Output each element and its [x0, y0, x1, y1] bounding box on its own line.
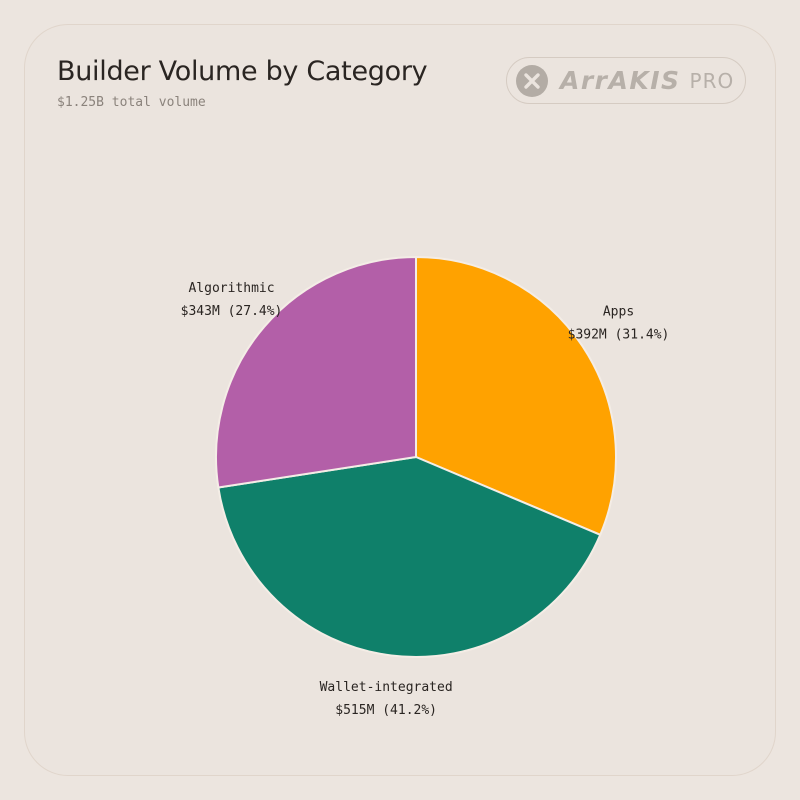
logo-pro-badge: PRO	[689, 68, 735, 93]
slice-value-label: $343M (27.4%)	[181, 304, 283, 319]
arrakis-pro-logo: ArrAKIS PRO	[506, 57, 746, 104]
chart-title: Builder Volume by Category	[57, 56, 428, 87]
x-circle-icon	[516, 64, 548, 97]
logo-wordmark: ArrAKIS	[560, 66, 681, 95]
slice-category-label: Apps	[603, 305, 634, 320]
slice-category-label: Algorithmic	[188, 281, 274, 296]
pie-slice-apps	[415, 255, 617, 537]
slice-value-label: $392M (31.4%)	[568, 328, 670, 343]
pie-slice-wallet-integrated	[217, 455, 602, 658]
slice-category-label: Wallet-integrated	[320, 680, 453, 695]
pie-slice-algorithmic	[215, 255, 417, 489]
slice-value-label: $515M (41.2%)	[335, 703, 437, 718]
chart-subtitle: $1.25B total volume	[57, 95, 206, 110]
